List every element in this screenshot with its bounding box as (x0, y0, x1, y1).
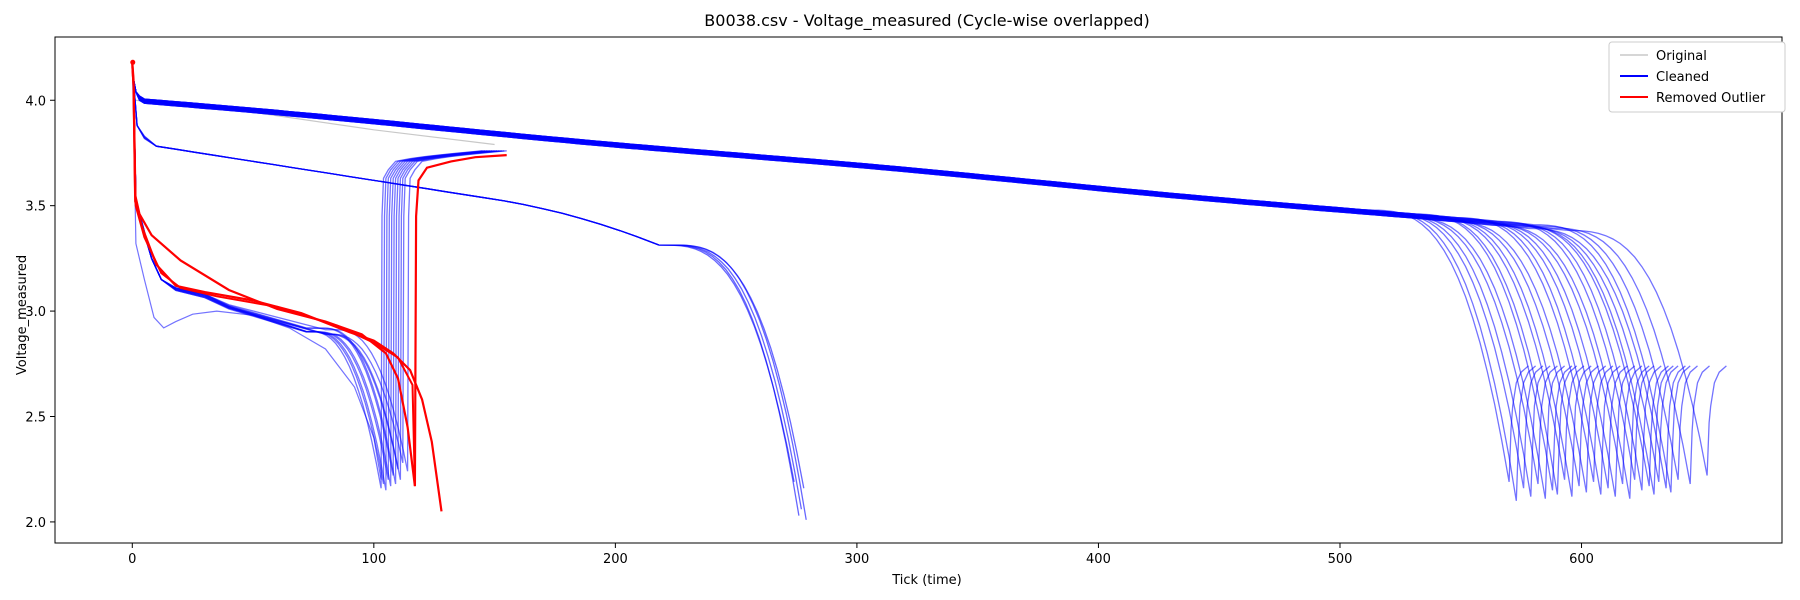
y-tick-label: 2.0 (25, 516, 46, 531)
x-tick-label: 100 (361, 552, 386, 567)
x-tick-label: 0 (128, 552, 136, 567)
legend-cleaned-label: Cleaned (1656, 70, 1709, 85)
removed-outlier-line-c (131, 66, 416, 487)
x-tick-label: 300 (844, 552, 869, 567)
original-dip-curve (131, 64, 382, 480)
legend: Original Cleaned Removed Outlier (1608, 41, 1786, 113)
x-tick-label: 600 (1569, 552, 1594, 567)
y-tick-label: 3.0 (25, 305, 46, 320)
legend-box (1608, 41, 1786, 113)
legend-removed-outlier-label: Removed Outlier (1656, 91, 1766, 106)
plot-lines (130, 59, 1727, 520)
cleaned-short-line (131, 66, 502, 480)
y-axis-title: Voltage_measured (15, 255, 30, 375)
y-tick-label: 2.5 (25, 411, 46, 426)
axes: 0 100 200 300 400 500 600 2.0 2.5 3.0 3.5 4.0 (25, 36, 1783, 567)
y-tick-label: 3.5 (25, 200, 46, 215)
x-axis-title: Tick (time) (891, 573, 961, 588)
cleaned-long-line (131, 62, 1686, 489)
cleaned-long-line (131, 62, 1710, 485)
x-tick-label: 500 (1328, 552, 1353, 567)
legend-original-label: Original (1656, 49, 1707, 64)
cleaned-short-line (131, 66, 505, 464)
chart-title: B0038.csv - Voltage_measured (Cycle-wise… (704, 11, 1149, 31)
removed-outlier-start-point (130, 59, 136, 65)
cleaned-mid-line (131, 64, 807, 520)
cleaned-long-line (131, 62, 1727, 476)
cleaned-short-line (131, 66, 500, 470)
y-tick-label: 4.0 (25, 94, 46, 109)
plot-frame (54, 36, 1783, 544)
x-tick-label: 200 (603, 552, 628, 567)
x-tick-label: 400 (1086, 552, 1111, 567)
